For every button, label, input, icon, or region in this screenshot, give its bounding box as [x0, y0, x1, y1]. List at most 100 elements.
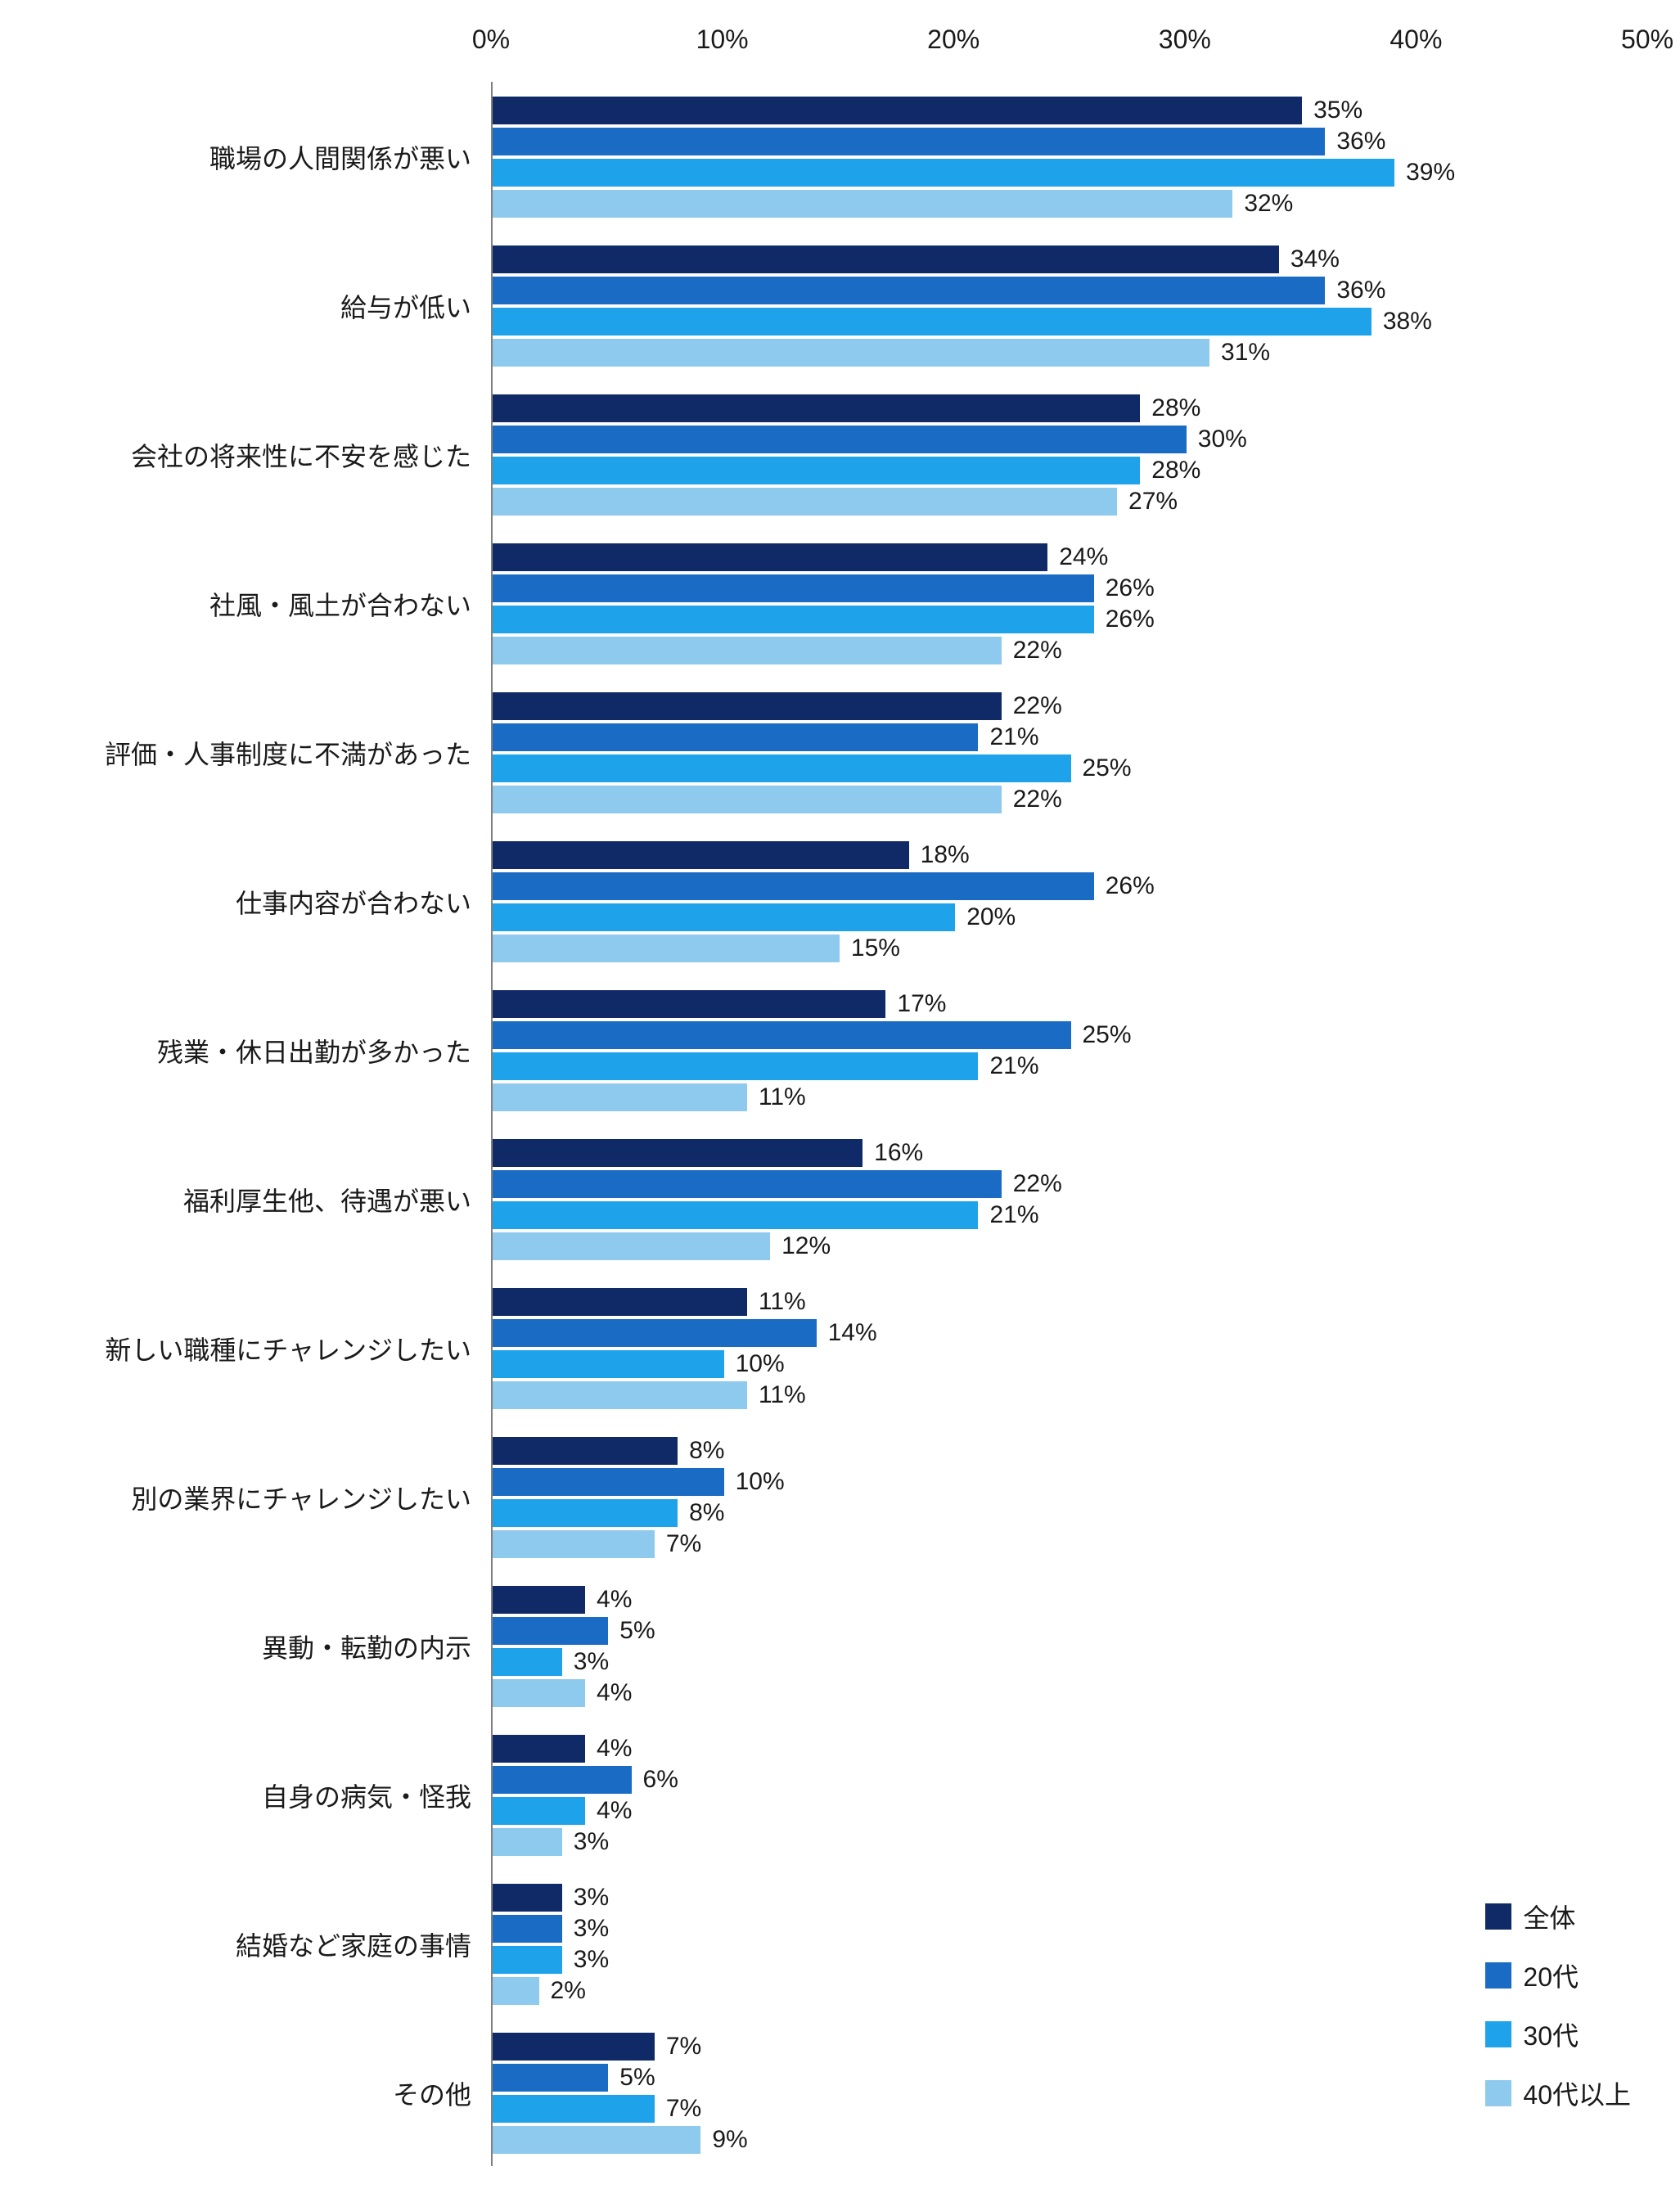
value-label: 27%	[1128, 488, 1178, 516]
value-label: 4%	[597, 1797, 632, 1825]
bar	[493, 637, 1002, 664]
category-group: 会社の将来性に不安を感じた28%30%28%27%	[33, 390, 1647, 520]
value-label: 7%	[666, 2095, 701, 2123]
value-label: 11%	[759, 1083, 806, 1111]
category-label: 評価・人事制度に不満があった	[105, 734, 471, 772]
value-label: 21%	[989, 1052, 1038, 1080]
bar	[493, 128, 1325, 155]
value-label: 8%	[689, 1437, 724, 1465]
legend-item: 全体	[1485, 1898, 1631, 1935]
x-axis-tick-label: 40%	[1389, 25, 1442, 55]
legend-label: 全体	[1523, 1898, 1575, 1935]
category-group: 自身の病気・怪我 4% 6% 4% 3%	[33, 1730, 1647, 1861]
bar	[493, 1288, 747, 1316]
value-label: 22%	[1013, 692, 1062, 720]
horizontal-grouped-bar-chart: 0%10%20%30%40%50% 職場の人間関係が悪い35%36%39%32%…	[33, 25, 1647, 2166]
value-label: 22%	[1013, 637, 1062, 664]
bar	[493, 1679, 585, 1707]
bar	[493, 1201, 978, 1229]
legend-swatch	[1485, 1962, 1511, 1989]
bar	[493, 1139, 863, 1167]
bar	[493, 339, 1209, 367]
category-label: 給与が低い	[340, 287, 471, 325]
category-group: 福利厚生他、待遇が悪い16%22%21%12%	[33, 1134, 1647, 1265]
bar	[493, 1232, 770, 1260]
legend-swatch	[1485, 1903, 1511, 1930]
bar	[493, 1946, 562, 1974]
bar	[493, 1797, 585, 1825]
value-label: 26%	[1106, 574, 1155, 602]
value-label: 4%	[597, 1735, 632, 1763]
x-axis-tick-label: 20%	[927, 25, 980, 55]
value-label: 11%	[759, 1288, 806, 1316]
x-axis-tick-label: 0%	[472, 25, 510, 55]
category-group: 残業・休日出勤が多かった 17% 25% 21% 11%	[33, 985, 1647, 1116]
category-group: 異動・転勤の内示4%5%3%4%	[33, 1581, 1647, 1712]
bar	[493, 606, 1094, 633]
value-label: 7%	[666, 2033, 701, 2061]
legend-label: 40代以上	[1523, 2074, 1631, 2112]
legend-label: 20代	[1523, 1957, 1579, 1994]
value-label: 10%	[736, 1350, 785, 1378]
bar	[493, 394, 1140, 422]
category-group: 新しい職種にチャレンジしたい11%14%10%11%	[33, 1283, 1647, 1414]
legend-swatch	[1485, 2021, 1511, 2047]
bar	[493, 1530, 655, 1558]
category-label: 残業・休日出勤が多かった	[157, 1032, 471, 1070]
bar	[493, 1381, 747, 1409]
bar	[493, 1617, 608, 1645]
value-label: 38%	[1383, 308, 1432, 336]
value-label: 3%	[574, 1884, 609, 1912]
value-label: 25%	[1083, 1021, 1132, 1049]
category-label: 社風・風土が合わない	[209, 585, 471, 623]
value-label: 3%	[574, 1648, 609, 1676]
bar	[493, 990, 885, 1018]
value-label: 22%	[1013, 786, 1062, 813]
value-label: 22%	[1013, 1170, 1062, 1198]
bar	[493, 692, 1002, 720]
bar	[493, 277, 1325, 304]
bar	[493, 903, 955, 931]
value-label: 32%	[1244, 190, 1293, 218]
bar	[493, 2064, 608, 2092]
value-label: 12%	[781, 1232, 831, 1260]
category-group: 仕事内容が合わない18%26%20%15%	[33, 836, 1647, 967]
value-label: 3%	[574, 1828, 609, 1856]
legend: 全体 20代 30代 40代以上	[1485, 1876, 1631, 2133]
bar	[493, 1586, 585, 1614]
bar	[493, 935, 840, 962]
x-axis-tick-label: 30%	[1159, 25, 1211, 55]
x-axis-tick-label: 50%	[1621, 25, 1673, 55]
bar	[493, 1766, 632, 1794]
value-label: 21%	[989, 1201, 1038, 1229]
bar	[493, 1915, 562, 1943]
bar	[493, 308, 1371, 336]
value-label: 36%	[1336, 277, 1385, 304]
legend-item: 40代以上	[1485, 2074, 1631, 2112]
value-label: 17%	[897, 990, 946, 1018]
category-group: その他7%5%7%9%	[33, 2028, 1647, 2159]
value-label: 5%	[619, 1617, 655, 1645]
bar	[493, 1828, 562, 1856]
legend-item: 30代	[1485, 2016, 1631, 2053]
bar	[493, 841, 909, 869]
value-label: 10%	[736, 1468, 785, 1496]
value-label: 9%	[712, 2126, 747, 2154]
bar	[493, 1021, 1071, 1049]
value-label: 21%	[989, 723, 1038, 751]
category-label: 福利厚生他、待遇が悪い	[183, 1181, 471, 1218]
value-label: 26%	[1106, 872, 1155, 900]
value-label: 28%	[1151, 394, 1200, 422]
category-group: 社風・風土が合わない24%26%26%22%	[33, 538, 1647, 669]
bar	[493, 1735, 585, 1763]
value-label: 39%	[1406, 159, 1455, 187]
category-label: その他	[393, 2074, 471, 2112]
bar	[493, 1884, 562, 1912]
bar	[493, 543, 1047, 571]
bar	[493, 2126, 700, 2154]
bar	[493, 754, 1071, 782]
value-label: 6%	[643, 1766, 678, 1794]
bar	[493, 1977, 539, 2005]
category-label: 自身の病気・怪我	[262, 1777, 471, 1814]
bar	[493, 190, 1232, 218]
